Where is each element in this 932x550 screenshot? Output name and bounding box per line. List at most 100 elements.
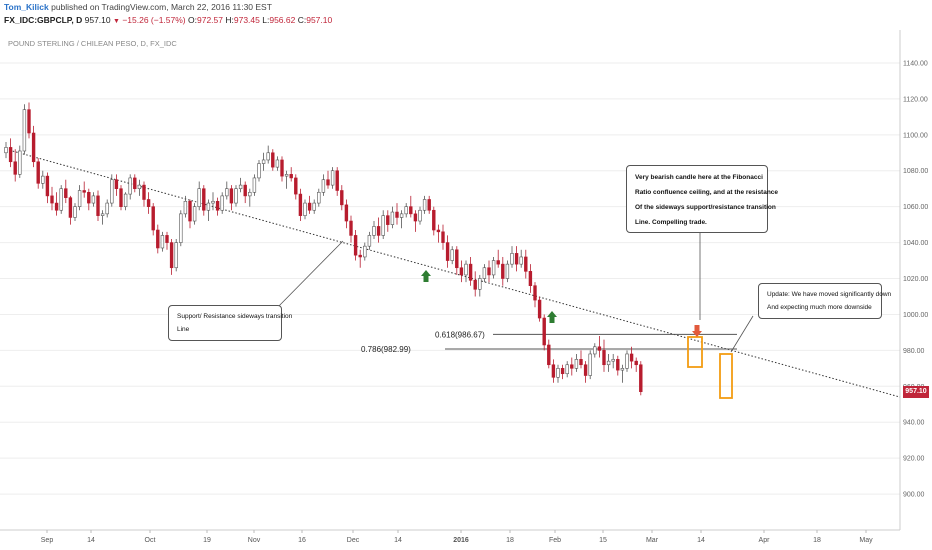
- candle-body: [386, 215, 390, 225]
- candle-body: [110, 179, 114, 204]
- callout-line: Line. Compelling trade.: [635, 219, 707, 226]
- candle-body: [18, 150, 22, 175]
- price-tick-label: 1140.00: [903, 60, 928, 67]
- candle-body: [473, 280, 477, 290]
- publish-text: published on TradingView.com, March 22, …: [51, 2, 272, 12]
- time-tick-label: 14: [394, 537, 402, 544]
- candle-body: [215, 200, 220, 211]
- time-tick-label: 14: [697, 537, 705, 544]
- candle-body: [427, 199, 431, 211]
- candle-body: [160, 235, 165, 249]
- candle-body: [556, 368, 560, 378]
- candle-body: [574, 359, 579, 369]
- bearish-candle-highlight[interactable]: [687, 336, 703, 368]
- candle-body: [496, 260, 500, 265]
- last-price-tag: 957.10: [903, 386, 929, 398]
- high-label: H:: [225, 15, 234, 25]
- candle-body: [73, 206, 77, 218]
- candle-body: [593, 346, 597, 355]
- candle-body: [4, 147, 8, 154]
- candle-body: [464, 263, 468, 276]
- candle-body: [519, 256, 523, 265]
- candle-body: [450, 249, 454, 261]
- buy-arrow-icon: [421, 270, 431, 282]
- candle-body: [597, 346, 602, 351]
- candle-body: [335, 170, 339, 191]
- candle-body: [303, 202, 307, 216]
- candlesticks[interactable]: [4, 102, 643, 396]
- candle-body: [326, 179, 330, 186]
- chart-header: Tom_Kilick published on TradingView.com,…: [0, 0, 932, 30]
- candle-body: [13, 161, 17, 175]
- update-callout[interactable]: Update: We have moved significantly down…: [758, 283, 891, 319]
- left-callout-pointer: [272, 240, 344, 313]
- candle-body: [243, 184, 247, 197]
- candle-body: [340, 190, 344, 206]
- price-tick-label: 1020.00: [903, 276, 928, 283]
- candle-body: [45, 175, 50, 197]
- candle-body: [192, 206, 197, 222]
- support-resistance-trendline[interactable]: [5, 148, 901, 398]
- candle-body: [156, 229, 160, 249]
- candle-body: [418, 209, 422, 222]
- candle-body: [294, 177, 298, 195]
- latest-candle-highlight[interactable]: [719, 353, 733, 399]
- bearish-candle-callout[interactable]: Very bearish candle here at the Fibonacc…: [626, 165, 778, 233]
- candle-body: [165, 235, 169, 243]
- ohlc-readout: FX_IDC:GBPCLP, D 957.10 ▼ −15.26 (−1.57%…: [4, 15, 332, 25]
- candle-body: [271, 152, 275, 168]
- candle-body: [537, 299, 542, 319]
- time-tick-label: Oct: [145, 537, 156, 544]
- candle-body: [266, 152, 270, 161]
- candle-body: [634, 360, 638, 366]
- candle-body: [321, 179, 326, 193]
- fib-level-label: 0.786(982.99): [361, 345, 411, 354]
- candle-body: [445, 242, 450, 261]
- low-value: 956.62: [269, 15, 296, 25]
- instrument-title: POUND STERLING / CHILEAN PESO, D, FX_IDC: [8, 39, 177, 48]
- sell-arrow-icon: [692, 325, 702, 337]
- candle-body: [441, 231, 445, 243]
- time-tick-label: Sep: [41, 537, 54, 544]
- fib-level-label: 0.618(986.67): [435, 330, 485, 339]
- time-tick-label: 15: [599, 537, 607, 544]
- callout-line: Of the sideways support/resistance trans…: [635, 204, 776, 211]
- price-axis-labels: 900.00920.00940.00960.00980.001000.00102…: [903, 60, 928, 498]
- candle-body: [404, 206, 408, 215]
- candle-body: [234, 188, 238, 204]
- candle-body: [41, 175, 45, 184]
- candle-body: [606, 360, 611, 366]
- candle-body: [363, 245, 367, 258]
- candle-body: [344, 204, 349, 222]
- candle-body: [560, 368, 565, 375]
- candle-body: [409, 206, 413, 215]
- candle-body: [87, 191, 91, 204]
- candle-body: [528, 271, 533, 287]
- candle-body: [625, 353, 629, 369]
- author-link[interactable]: Tom_Kilick: [4, 2, 49, 12]
- candle-body: [514, 253, 519, 265]
- candle-body: [105, 202, 109, 215]
- candle-body: [358, 254, 362, 258]
- candle-body: [413, 213, 418, 222]
- candle-body: [174, 242, 178, 269]
- candle-body: [547, 344, 551, 366]
- candle-body: [611, 359, 615, 362]
- candle-body: [542, 317, 546, 346]
- candle-body: [455, 249, 459, 269]
- candle-body: [133, 177, 137, 190]
- time-tick-label: Feb: [549, 537, 561, 544]
- time-tick-label: May: [859, 537, 873, 544]
- trendline-callout[interactable]: Support/ Resistance sideways transition …: [168, 305, 292, 341]
- candle-body: [179, 213, 183, 243]
- candle-body: [252, 177, 257, 193]
- callout-line: Very bearish candle here at the Fibonacc…: [635, 174, 763, 181]
- callout-line: Line: [177, 326, 190, 333]
- candle-body: [616, 359, 620, 371]
- candle-body: [487, 267, 491, 276]
- symbol-label: FX_IDC:GBPCLP, D: [4, 15, 83, 25]
- buy-arrow-icon: [547, 311, 557, 323]
- candle-body: [54, 202, 59, 211]
- candle-body: [349, 220, 353, 236]
